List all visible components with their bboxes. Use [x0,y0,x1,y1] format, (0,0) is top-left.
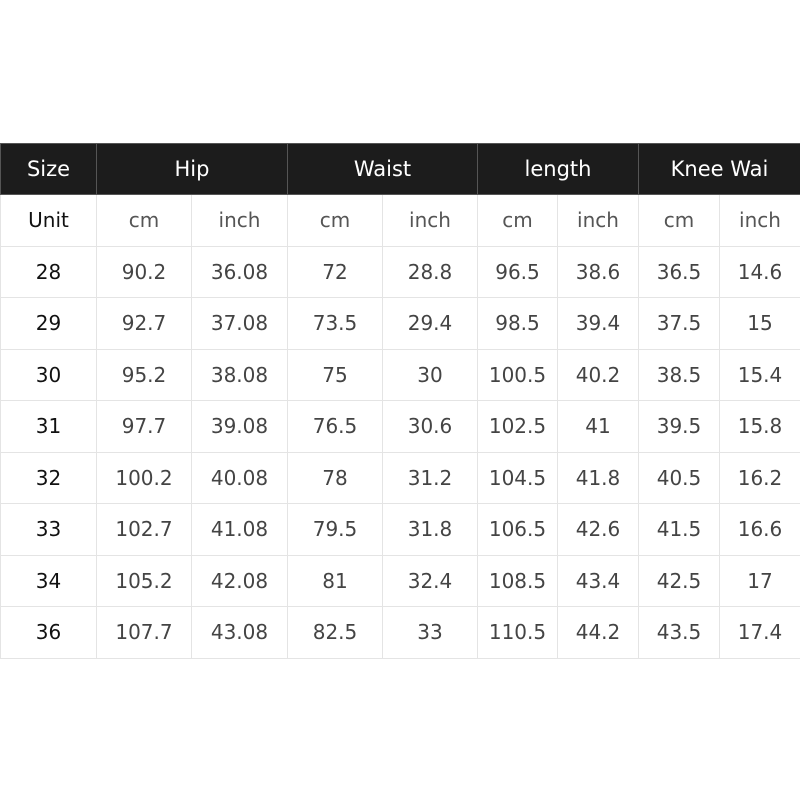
measurement-cell: 42.08 [191,554,288,607]
measurement-cell: 17 [718,554,800,607]
measurement-cell: 16.2 [718,451,800,504]
column-header: length [477,143,639,195]
unit-cell: inch [191,194,288,247]
measurement-cell: 104.5 [477,451,558,504]
measurement-cell: 30.6 [382,400,478,453]
measurement-cell: 31.2 [382,451,478,504]
measurement-cell: 107.7 [96,606,192,659]
size-cell: 32 [0,451,97,504]
measurement-cell: 43.5 [638,606,720,659]
unit-cell: inch [557,194,639,247]
measurement-cell: 105.2 [96,554,192,607]
table-row: 33 102.7 41.08 79.5 31.8 106.5 42.6 41.5 16.6 [0,503,800,556]
measurement-cell: 17.4 [718,606,800,659]
measurement-cell: 41.5 [638,503,720,556]
measurement-cell: 43.4 [557,554,639,607]
measurement-cell: 90.2 [96,245,192,298]
column-header: Knee Wai [637,143,800,195]
measurement-cell: 95.2 [96,348,192,401]
measurement-cell: 41 [557,400,639,453]
table-row: 30 95.2 38.08 75 30 100.5 40.2 38.5 15.4 [0,348,800,401]
size-chart-table: Size Hip Waist length Knee Wai Unit cm inch cm in… [0,143,800,659]
measurement-cell: 42.6 [557,503,639,556]
measurement-cell: 36.08 [191,245,288,298]
unit-cell: cm [96,194,192,247]
measurement-cell: 79.5 [287,503,383,556]
measurement-cell: 73.5 [287,297,383,350]
measurement-cell: 110.5 [477,606,558,659]
table-row: 32 100.2 40.08 78 31.2 104.5 41.8 40.5 16.2 [0,451,800,504]
measurement-cell: 15 [718,297,800,350]
measurement-cell: 33 [382,606,478,659]
measurement-cell: 15.8 [718,400,800,453]
column-header: Hip [96,143,288,195]
measurement-cell: 30 [382,348,478,401]
measurement-cell: 100.2 [96,451,192,504]
measurement-cell: 92.7 [96,297,192,350]
measurement-cell: 81 [287,554,383,607]
measurement-cell: 38.6 [557,245,639,298]
size-cell: 36 [0,606,97,659]
measurement-cell: 97.7 [96,400,192,453]
unit-row: Unit cm inch cm inch cm inch cm inch [0,194,800,247]
size-cell: 31 [0,400,97,453]
unit-cell: inch [718,194,800,247]
measurement-cell: 14.6 [718,245,800,298]
unit-cell: cm [477,194,558,247]
table-row: 29 92.7 37.08 73.5 29.4 98.5 39.4 37.5 15 [0,297,800,350]
table-row: 28 90.2 36.08 72 28.8 96.5 38.6 36.5 14.6 [0,245,800,298]
measurement-cell: 106.5 [477,503,558,556]
measurement-cell: 40.5 [638,451,720,504]
measurement-cell: 76.5 [287,400,383,453]
measurement-cell: 38.08 [191,348,288,401]
measurement-cell: 16.6 [718,503,800,556]
measurement-cell: 43.08 [191,606,288,659]
measurement-cell: 40.2 [557,348,639,401]
measurement-cell: 36.5 [638,245,720,298]
unit-cell: inch [382,194,478,247]
measurement-cell: 44.2 [557,606,639,659]
table-row: 34 105.2 42.08 81 32.4 108.5 43.4 42.5 17 [0,554,800,607]
measurement-cell: 31.8 [382,503,478,556]
measurement-cell: 39.08 [191,400,288,453]
header-row: Size Hip Waist length Knee Wai [0,143,800,195]
measurement-cell: 39.5 [638,400,720,453]
measurement-cell: 38.5 [638,348,720,401]
size-cell: 29 [0,297,97,350]
measurement-cell: 108.5 [477,554,558,607]
measurement-cell: 100.5 [477,348,558,401]
unit-label: Unit [0,194,97,247]
measurement-cell: 15.4 [718,348,800,401]
measurement-cell: 75 [287,348,383,401]
measurement-cell: 82.5 [287,606,383,659]
measurement-cell: 29.4 [382,297,478,350]
measurement-cell: 37.5 [638,297,720,350]
column-header: Size [0,143,97,195]
measurement-cell: 98.5 [477,297,558,350]
column-header: Waist [287,143,478,195]
measurement-cell: 42.5 [638,554,720,607]
unit-cell: cm [287,194,383,247]
table-row: 36 107.7 43.08 82.5 33 110.5 44.2 43.5 17.4 [0,606,800,659]
size-cell: 33 [0,503,97,556]
measurement-cell: 40.08 [191,451,288,504]
measurement-cell: 28.8 [382,245,478,298]
measurement-cell: 72 [287,245,383,298]
size-cell: 30 [0,348,97,401]
measurement-cell: 32.4 [382,554,478,607]
measurement-cell: 102.5 [477,400,558,453]
measurement-cell: 37.08 [191,297,288,350]
measurement-cell: 41.8 [557,451,639,504]
measurement-cell: 102.7 [96,503,192,556]
size-cell: 34 [0,554,97,607]
measurement-cell: 96.5 [477,245,558,298]
measurement-cell: 39.4 [557,297,639,350]
size-cell: 28 [0,245,97,298]
measurement-cell: 78 [287,451,383,504]
measurement-cell: 41.08 [191,503,288,556]
unit-cell: cm [638,194,720,247]
table-row: 31 97.7 39.08 76.5 30.6 102.5 41 39.5 15.8 [0,400,800,453]
